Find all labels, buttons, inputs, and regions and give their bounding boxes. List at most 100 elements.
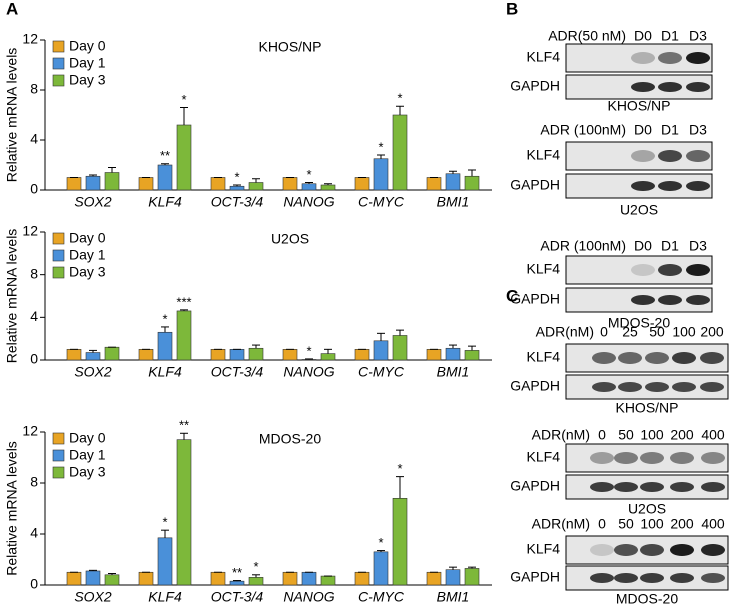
blot-band	[631, 52, 655, 64]
y-tick-label: 12	[22, 223, 38, 239]
blot-band	[631, 82, 655, 92]
x-tick-label: SOX2	[74, 364, 112, 380]
lane-label: 0	[598, 516, 606, 532]
lane-label: D1	[661, 28, 679, 44]
y-axis-label: Relative mRNA levels	[4, 48, 20, 183]
lane-label: D3	[689, 122, 707, 138]
bar	[104, 346, 120, 361]
row-label: GAPDH	[510, 177, 560, 193]
y-tick-label: 12	[22, 423, 38, 439]
row-label: KLF4	[527, 261, 561, 277]
blot-band	[701, 573, 725, 583]
blot-band	[640, 482, 664, 492]
blot-band	[645, 352, 669, 364]
bar	[66, 177, 82, 191]
blot-band	[631, 150, 655, 162]
y-axis-label: Relative mRNA levels	[4, 229, 20, 364]
lane-label: 50	[618, 516, 634, 532]
x-tick-label: NANOG	[283, 589, 334, 605]
legend-label: Day 0	[69, 38, 106, 54]
x-tick-label: SOX2	[74, 194, 112, 210]
x-tick-label: OCT-3/4	[211, 364, 264, 380]
bar	[248, 347, 264, 361]
blot-band	[631, 264, 655, 276]
bar	[464, 175, 480, 191]
bar	[320, 184, 336, 191]
y-tick-label: 0	[30, 181, 38, 197]
bar	[248, 577, 264, 586]
blot-band	[590, 482, 614, 492]
lane-label: 0	[598, 427, 606, 443]
lane-label: D0	[634, 122, 652, 138]
legend-swatch	[52, 432, 65, 445]
blot-band	[592, 382, 616, 392]
bar	[85, 570, 101, 586]
blot-band	[590, 573, 614, 583]
significance: *	[162, 311, 167, 326]
row-label: GAPDH	[510, 78, 560, 94]
blot-band	[614, 573, 638, 583]
bar	[464, 568, 480, 586]
chart-title: U2OS	[271, 231, 309, 247]
bar	[176, 124, 192, 191]
blot-band	[672, 382, 696, 392]
x-tick-label: C-MYC	[358, 589, 405, 605]
lane-label: 200	[670, 427, 694, 443]
x-tick-label: NANOG	[283, 364, 334, 380]
lane-label: 0	[600, 324, 608, 340]
legend-label: Day 1	[69, 447, 106, 463]
legend-label: Day 3	[69, 264, 106, 280]
significance: *	[253, 559, 258, 574]
bar	[229, 349, 245, 361]
legend-label: Day 1	[69, 247, 106, 263]
lane-label: 50	[618, 427, 634, 443]
cell-line-label: KHOS/NP	[607, 98, 670, 114]
y-tick-label: 4	[30, 131, 38, 147]
legend-label: Day 0	[69, 230, 106, 246]
bar	[301, 183, 317, 191]
bar	[373, 340, 389, 361]
y-tick-label: 12	[22, 31, 38, 47]
bar	[301, 359, 317, 361]
lane-label: D1	[661, 122, 679, 138]
bar	[373, 158, 389, 191]
blot-band	[701, 452, 725, 464]
blot-band	[614, 452, 638, 464]
cell-line-label: MDOS-20	[608, 315, 670, 331]
significance: *	[162, 515, 167, 530]
blot-band	[672, 352, 696, 364]
blot-band	[658, 82, 682, 92]
bar	[157, 537, 173, 586]
bar	[426, 571, 442, 586]
blot-band	[631, 181, 655, 191]
y-tick-label: 8	[30, 81, 38, 97]
x-tick-label: KLF4	[148, 364, 182, 380]
blot-band	[686, 52, 710, 64]
bar	[426, 349, 442, 361]
lane-label: D0	[634, 28, 652, 44]
blot-header: ADR(nM)	[536, 324, 594, 340]
bar	[320, 353, 336, 361]
blot-header: ADR(50 nM)	[548, 28, 626, 44]
bar	[445, 347, 461, 361]
blot-band	[590, 452, 614, 464]
legend-swatch	[52, 74, 65, 87]
blot-band	[618, 352, 642, 364]
lane-label: 400	[701, 427, 725, 443]
legend-swatch	[52, 466, 65, 479]
blot-band	[658, 295, 682, 305]
bar	[301, 571, 317, 586]
blot-header: ADR (100nM)	[540, 238, 626, 254]
panel-label: C	[506, 286, 518, 305]
x-tick-label: KLF4	[148, 194, 182, 210]
bar	[138, 349, 154, 361]
x-tick-label: NANOG	[283, 194, 334, 210]
lane-label: 100	[672, 324, 696, 340]
significance: *	[378, 139, 383, 154]
bar	[176, 439, 192, 586]
bar	[229, 185, 245, 191]
bar	[392, 497, 408, 586]
bar	[445, 569, 461, 586]
lane-label: D0	[634, 238, 652, 254]
